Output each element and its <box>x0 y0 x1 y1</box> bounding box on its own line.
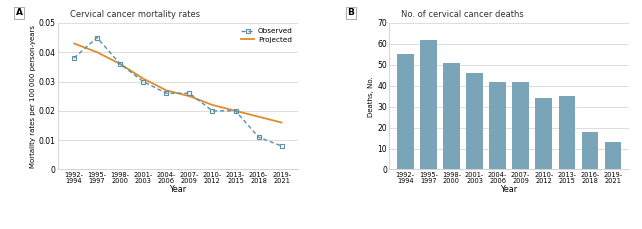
Text: Cervical cancer mortality rates: Cervical cancer mortality rates <box>70 10 200 19</box>
Y-axis label: Deaths, No.: Deaths, No. <box>369 76 374 117</box>
Bar <box>443 63 460 169</box>
X-axis label: Year: Year <box>501 185 517 194</box>
Bar <box>582 132 598 169</box>
Text: A: A <box>16 8 23 17</box>
Bar <box>397 54 413 169</box>
Bar <box>420 40 437 169</box>
Legend: Observed, Projected: Observed, Projected <box>240 27 294 44</box>
Y-axis label: Mortality rates per 100 000 person-years: Mortality rates per 100 000 person-years <box>30 25 36 168</box>
X-axis label: Year: Year <box>169 185 186 194</box>
Text: No. of cervical cancer deaths: No. of cervical cancer deaths <box>401 10 524 19</box>
Bar <box>512 82 529 169</box>
Bar <box>605 142 621 169</box>
Bar <box>466 73 483 169</box>
Bar <box>489 82 506 169</box>
Bar <box>559 96 575 169</box>
Bar <box>535 98 552 169</box>
Text: B: B <box>347 8 354 17</box>
